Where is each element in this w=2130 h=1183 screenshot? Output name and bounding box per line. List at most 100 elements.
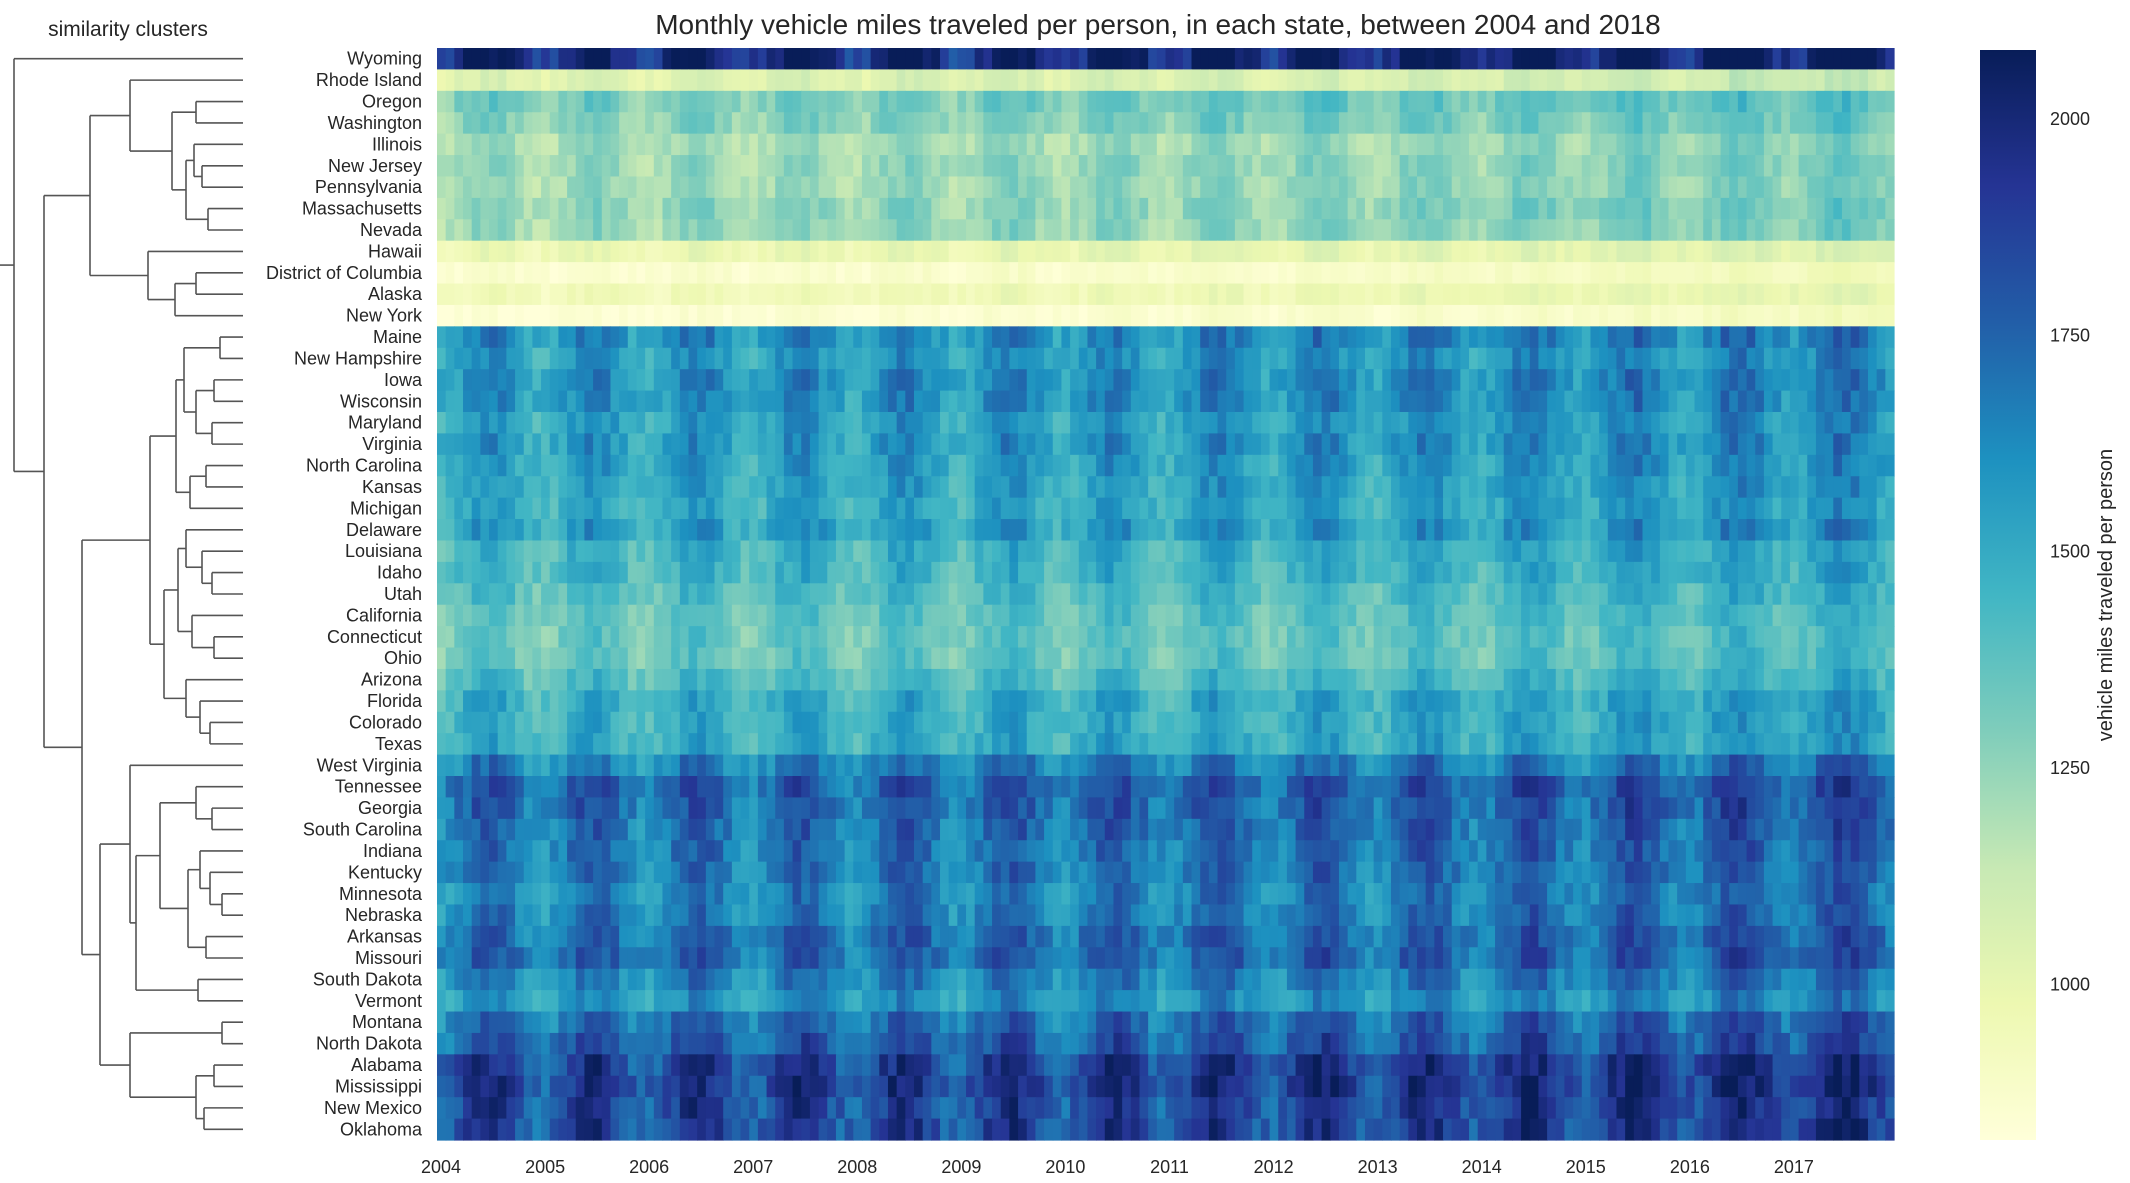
- heatmap-cell: [1547, 69, 1557, 92]
- heatmap-cell: [1035, 369, 1045, 392]
- heatmap-cell: [1685, 90, 1696, 113]
- heatmap-cell: [1417, 197, 1427, 220]
- heatmap-cell: [1469, 497, 1479, 520]
- heatmap-cell: [1269, 369, 1279, 392]
- heatmap-cell: [1859, 155, 1869, 178]
- heatmap-cell: [1521, 219, 1531, 242]
- heatmap-cell: [1564, 219, 1574, 242]
- heatmap-cell: [757, 412, 768, 435]
- heatmap-cell: [1685, 519, 1696, 542]
- heatmap-cell: [775, 90, 785, 113]
- heatmap-cell: [437, 433, 447, 456]
- heatmap-cell: [1165, 155, 1175, 178]
- heatmap-cell: [1668, 626, 1678, 649]
- heatmap-cell: [818, 497, 828, 520]
- heatmap-cell: [1443, 304, 1453, 327]
- heatmap-cell: [1000, 197, 1010, 220]
- heatmap-cell: [610, 519, 620, 542]
- heatmap-cell: [1425, 604, 1435, 627]
- heatmap-cell: [853, 497, 863, 520]
- heatmap-cell: [1859, 133, 1869, 156]
- heatmap-cell: [1668, 48, 1678, 71]
- heatmap-cell: [1226, 69, 1236, 92]
- heatmap-cell: [1278, 497, 1288, 520]
- heatmap-cell: [593, 133, 603, 156]
- heatmap-cell: [809, 90, 820, 113]
- heatmap-cell: [1035, 390, 1045, 413]
- heatmap-cell: [1191, 583, 1201, 606]
- heatmap-cell: [844, 476, 854, 499]
- heatmap-cell: [480, 433, 490, 456]
- heatmap-cell: [1130, 561, 1141, 584]
- heatmap-cell: [1304, 197, 1314, 220]
- heatmap-cell: [523, 476, 533, 499]
- heatmap-cell: [515, 540, 525, 563]
- heatmap-cell: [827, 326, 837, 349]
- row-label: South Dakota: [313, 969, 423, 989]
- heatmap-cell: [1867, 454, 1878, 477]
- heatmap-cell: [1885, 454, 1895, 477]
- heatmap-cell: [783, 626, 794, 649]
- heatmap-cell: [1885, 476, 1895, 499]
- heatmap-cell: [766, 390, 776, 413]
- heatmap-cell: [662, 219, 672, 242]
- heatmap-cell: [1165, 347, 1175, 370]
- heatmap-cell: [896, 48, 906, 71]
- heatmap-cell: [844, 48, 854, 71]
- heatmap-cell: [957, 48, 967, 71]
- heatmap-cell: [1867, 561, 1878, 584]
- heatmap-cell: [983, 219, 993, 242]
- heatmap-cell: [1746, 262, 1756, 285]
- heatmap-cell: [1408, 412, 1418, 435]
- heatmap-cell: [766, 433, 776, 456]
- heatmap-cell: [1833, 369, 1843, 392]
- heatmap-cell: [697, 90, 707, 113]
- heatmap-cell: [1703, 519, 1713, 542]
- heatmap-cell: [853, 262, 863, 285]
- heatmap-cell: [1295, 519, 1305, 542]
- heatmap-cell: [688, 219, 698, 242]
- heatmap-cell: [671, 304, 681, 327]
- heatmap-cell: [1841, 369, 1852, 392]
- heatmap-cell: [1616, 326, 1626, 349]
- heatmap-cell: [1035, 197, 1045, 220]
- heatmap-cell: [861, 626, 872, 649]
- heatmap-cell: [861, 69, 872, 92]
- heatmap-cell: [515, 48, 525, 71]
- heatmap-cell: [558, 433, 568, 456]
- heatmap-cell: [1304, 454, 1314, 477]
- heatmap-cell: [688, 412, 698, 435]
- heatmap-cell: [827, 476, 837, 499]
- heatmap-cell: [679, 69, 690, 92]
- heatmap-cell: [506, 326, 516, 349]
- heatmap-cell: [697, 304, 707, 327]
- heatmap-cell: [653, 176, 664, 199]
- heatmap-cell: [1841, 454, 1852, 477]
- heatmap-cell: [827, 540, 837, 563]
- heatmap-cell: [1018, 48, 1028, 71]
- heatmap-cell: [1052, 90, 1063, 113]
- heatmap-cell: [1642, 326, 1652, 349]
- heatmap-cell: [1789, 326, 1800, 349]
- heatmap-cell: [497, 112, 507, 135]
- heatmap-cell: [887, 626, 898, 649]
- heatmap-cell: [1260, 626, 1271, 649]
- heatmap-cell: [1226, 390, 1236, 413]
- heatmap-cell: [1312, 262, 1323, 285]
- heatmap-cell: [1573, 497, 1583, 520]
- heatmap-cell: [896, 304, 906, 327]
- heatmap-cell: [853, 561, 863, 584]
- heatmap-cell: [679, 476, 690, 499]
- heatmap-cell: [1417, 69, 1427, 92]
- heatmap-cell: [1737, 112, 1748, 135]
- heatmap-cell: [757, 433, 768, 456]
- heatmap-cell: [1642, 304, 1652, 327]
- heatmap-cell: [619, 433, 629, 456]
- heatmap-cell: [1460, 240, 1470, 263]
- heatmap-cell: [1425, 476, 1435, 499]
- heatmap-cell: [1408, 561, 1418, 584]
- heatmap-cell: [1763, 369, 1774, 392]
- heatmap-cell: [1625, 433, 1635, 456]
- heatmap-cell: [1755, 626, 1765, 649]
- row-label: Kentucky: [348, 862, 422, 882]
